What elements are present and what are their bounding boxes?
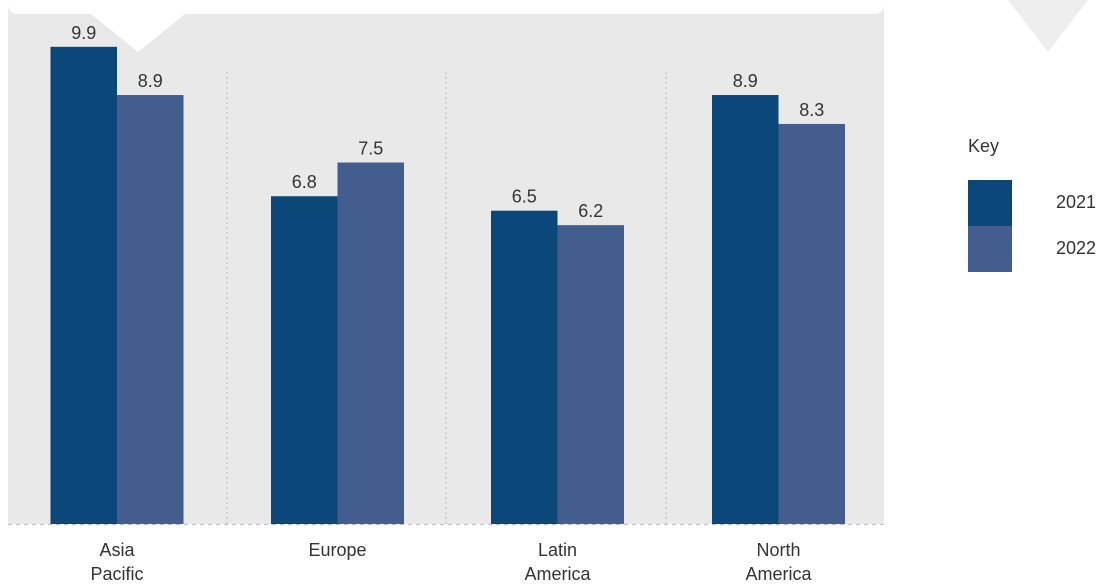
- bar-2022-1: [337, 162, 404, 524]
- category-label-0-line-0: Asia: [99, 540, 135, 560]
- category-label-0-line-1: Pacific: [90, 564, 143, 584]
- data-label-2021-0: 9.9: [71, 23, 96, 43]
- bar-2021-0: [50, 46, 117, 524]
- category-label-2-line-1: America: [524, 564, 591, 584]
- category-label-1-line-0: Europe: [308, 540, 366, 560]
- labels-layer: 9.9 8.9 Asia Pacific 6.8 7.5 Europe 6.5 6.2 Latin…: [71, 23, 824, 584]
- bar-2022-0: [117, 95, 184, 525]
- data-label-2021-3: 8.9: [733, 71, 758, 91]
- bar-2022-2: [557, 225, 624, 524]
- data-label-2021-1: 6.8: [292, 172, 317, 192]
- category-label-3-line-1: America: [745, 564, 812, 584]
- data-label-2022-1: 7.5: [358, 139, 383, 159]
- data-label-2022-0: 8.9: [138, 71, 163, 91]
- data-label-2021-2: 6.5: [512, 187, 537, 207]
- legend-swatch-2021: [968, 180, 1012, 226]
- bar-2021-1: [271, 196, 338, 525]
- data-label-2022-3: 8.3: [799, 100, 824, 120]
- bar-2021-3: [712, 95, 779, 525]
- bars-layer: [50, 46, 845, 525]
- grid-layer: [8, 72, 884, 525]
- legend-title: Key: [968, 136, 1000, 156]
- bar-2021-2: [491, 210, 558, 524]
- decorative-triangle: [1008, 0, 1088, 52]
- legend-label-2022: 2022: [1056, 238, 1097, 258]
- legend-label-2021: 2021: [1056, 192, 1097, 212]
- category-label-2-line-0: Latin: [538, 540, 577, 560]
- legend-swatch-2022: [968, 226, 1012, 272]
- bar-2022-3: [778, 123, 845, 524]
- category-label-3-line-0: North: [756, 540, 800, 560]
- data-label-2022-2: 6.2: [578, 201, 603, 221]
- callout-bubble: [8, 0, 884, 52]
